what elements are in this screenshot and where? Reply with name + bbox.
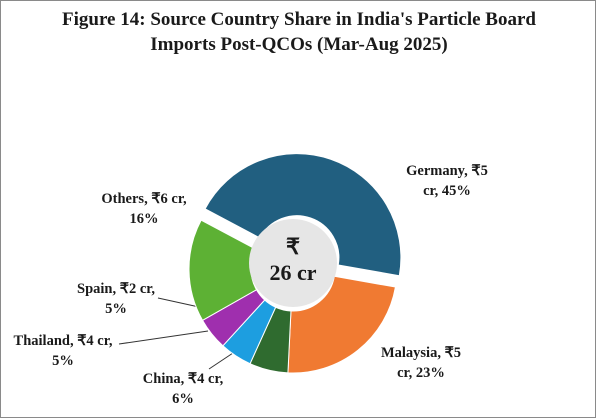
slice — [287, 275, 396, 374]
leader-line — [157, 297, 200, 308]
leader-line — [118, 330, 209, 345]
chart-title: Figure 14: Source Country Share in India… — [62, 9, 536, 55]
leader-line — [208, 352, 234, 370]
center-label: 26 cr — [269, 260, 316, 285]
center-hole — [249, 219, 337, 307]
center-label: ₹ — [286, 234, 300, 259]
data-label: Others, ₹6 cr, 16% — [101, 191, 187, 227]
data-label: Thailand, ₹4 cr, 5% — [13, 333, 113, 369]
data-label: Germany, ₹5 cr, 45% — [406, 163, 488, 199]
slice — [204, 153, 402, 277]
data-label: Malaysia, ₹5 cr, 23% — [380, 345, 462, 381]
data-label: Spain, ₹2 cr, 5% — [77, 281, 155, 317]
data-label: China, ₹4 cr, 6% — [142, 371, 224, 407]
